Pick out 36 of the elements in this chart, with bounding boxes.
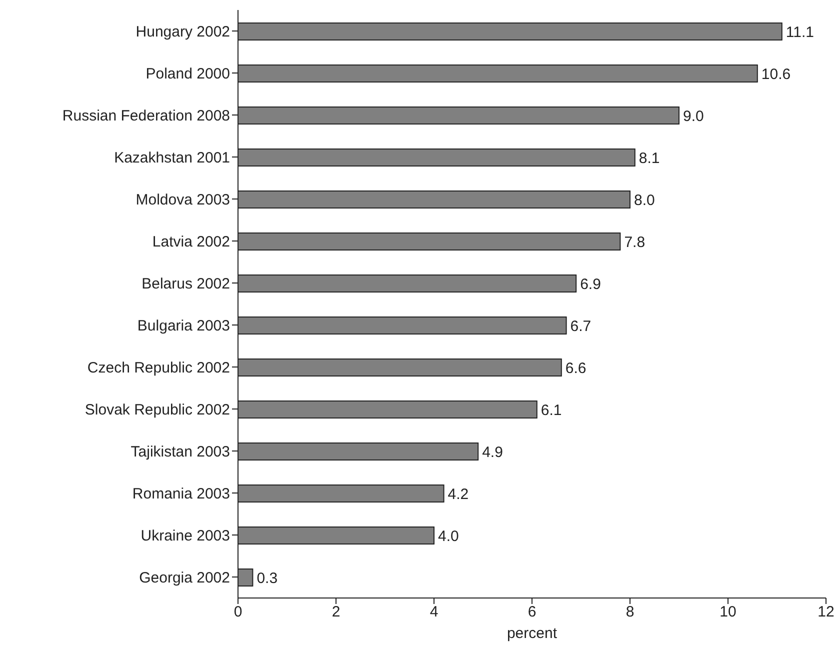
y-tick-label: Tajikistan 2003: [130, 443, 230, 460]
x-tick-label: 6: [528, 604, 536, 621]
y-tick-label: Latvia 2002: [152, 233, 230, 250]
data-label: 4.2: [448, 486, 469, 503]
y-tick-label: Romania 2003: [132, 485, 230, 502]
data-label: 10.6: [761, 66, 791, 83]
data-label: 9.0: [683, 108, 704, 125]
y-tick-label: Poland 2000: [146, 65, 230, 82]
x-tick-label: 10: [720, 604, 736, 621]
x-axis-title: percent: [506, 625, 558, 642]
y-tick-label: Bulgaria 2003: [137, 317, 230, 334]
data-label: 0.3: [256, 570, 278, 587]
x-tick-label: 8: [626, 604, 634, 621]
data-label: 6.6: [565, 360, 586, 377]
data-label: 6.7: [570, 318, 592, 335]
data-label: 6.9: [580, 276, 601, 293]
x-tick-label: 12: [818, 604, 834, 621]
y-tick-label: Belarus 2002: [142, 275, 230, 292]
x-tick-label: 0: [234, 604, 242, 621]
data-label: 7.8: [624, 234, 646, 251]
y-tick-label: Ukraine 2003: [140, 527, 230, 544]
data-label: 4.0: [438, 528, 459, 545]
y-tick-label: Georgia 2002: [139, 569, 230, 586]
x-tick-label: 2: [332, 604, 340, 621]
data-label: 6.1: [540, 402, 562, 419]
data-label: 8.0: [634, 192, 655, 209]
x-tick-label: 4: [430, 604, 438, 621]
y-tick-label: Moldova 2003: [136, 191, 230, 208]
data-label: 4.9: [482, 444, 503, 461]
data-label: 8.1: [638, 150, 660, 167]
y-tick-label: Russian Federation 2008: [62, 107, 230, 124]
y-tick-label: Czech Republic 2002: [87, 359, 230, 376]
y-tick-label: Kazakhstan 2001: [114, 149, 230, 166]
data-label: 11.1: [786, 24, 814, 41]
y-tick-label: Slovak Republic 2002: [84, 401, 230, 418]
y-tick-label: Hungary 2002: [136, 23, 230, 40]
